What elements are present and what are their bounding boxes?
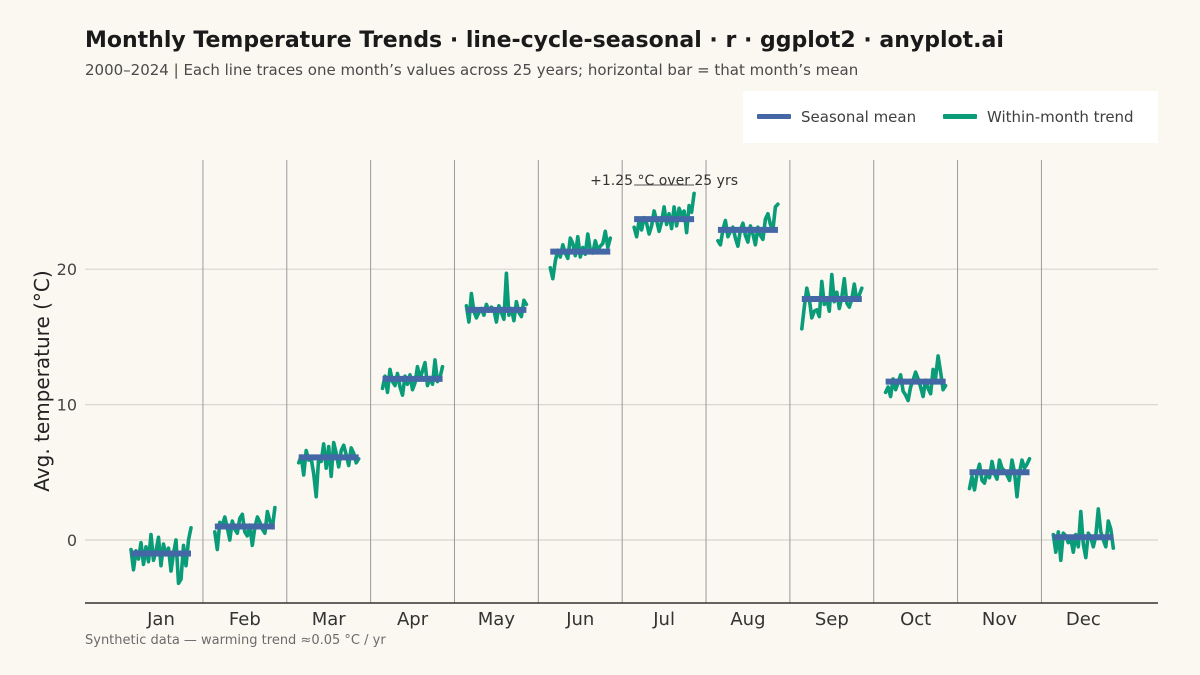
trend-line-oct — [883, 354, 948, 403]
x-tick-label-dec: Dec — [1066, 609, 1101, 630]
x-tick-label-oct: Oct — [900, 609, 931, 630]
trend-line-feb — [213, 505, 277, 552]
month-separators — [202, 160, 1042, 603]
y-axis-title: Avg. temperature (°C) — [30, 270, 54, 491]
legend: Seasonal mean Within-month trend — [743, 91, 1158, 143]
chart-subtitle: 2000–2024 | Each line traces one month’s… — [85, 61, 859, 79]
chart-title: Monthly Temperature Trends · line-cycle-… — [85, 28, 1004, 53]
legend-label-seasonal-mean: Seasonal mean — [801, 108, 917, 126]
trend-line-may — [464, 271, 529, 324]
x-tick-label-nov: Nov — [982, 609, 1017, 630]
annotation-text: +1.25 °C over 25 yrs — [590, 173, 738, 189]
x-tick-label-jun: Jun — [565, 609, 594, 630]
y-tick-label: 20 — [57, 260, 77, 279]
x-tick-label-may: May — [478, 609, 516, 630]
trend-line-mar — [296, 440, 361, 499]
x-tick-label-jan: Jan — [146, 609, 175, 630]
x-tick-label-apr: Apr — [397, 609, 429, 630]
x-tick-label-jul: Jul — [652, 609, 675, 630]
trend-line-aug — [716, 202, 780, 248]
x-tick-label-mar: Mar — [312, 609, 347, 630]
trend-line-jan — [129, 525, 193, 586]
x-tick-label-aug: Aug — [730, 609, 765, 630]
legend-key-within-month-trend — [943, 114, 977, 119]
grid-lines — [85, 268, 1158, 541]
trend-line-jun — [548, 229, 613, 281]
y-tick-label: 10 — [57, 396, 77, 415]
legend-label-within-month-trend: Within-month trend — [987, 108, 1134, 126]
legend-key-seasonal-mean — [757, 114, 791, 119]
trend-line-jul — [632, 191, 696, 239]
trend-line-nov — [967, 456, 1032, 499]
chart-caption: Synthetic data — warming trend ≈0.05 °C … — [85, 633, 386, 648]
series — [129, 191, 1116, 586]
x-tick-label-sep: Sep — [815, 609, 849, 630]
x-tick-label-feb: Feb — [229, 609, 261, 630]
y-tick-label: 0 — [67, 531, 77, 550]
